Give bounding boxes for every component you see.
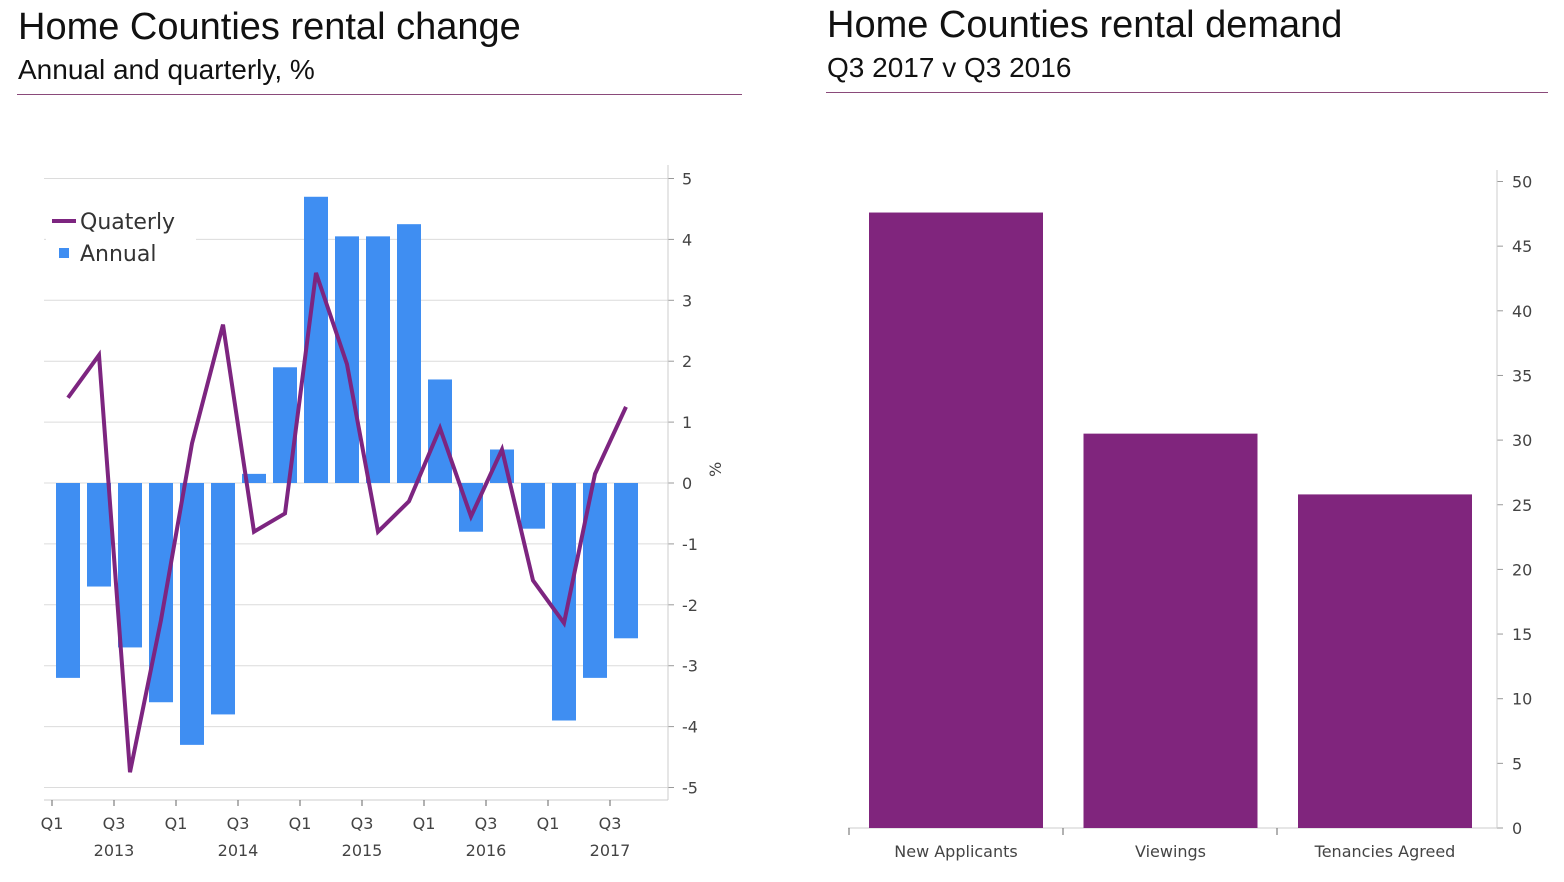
x-tick-label: Q3	[475, 814, 498, 833]
annual-bar	[397, 224, 421, 484]
y-tick-label: 0	[1512, 819, 1522, 838]
left-chart-title: Home Counties rental change	[18, 6, 521, 48]
right-divider	[826, 92, 1548, 93]
x-category-label: Viewings	[1135, 842, 1206, 861]
y-tick-label: 10	[1512, 690, 1532, 709]
x-year-label: 2015	[342, 841, 383, 860]
legend-box	[46, 203, 196, 267]
y-tick-label: 15	[1512, 625, 1532, 644]
annual-bar	[242, 473, 266, 483]
x-tick-label: Q1	[413, 814, 436, 833]
annual-bar	[552, 483, 576, 721]
x-tick-label: Q3	[599, 814, 622, 833]
x-year-label: 2016	[466, 841, 507, 860]
y-tick-label: 4	[682, 230, 692, 249]
annual-bar	[211, 483, 235, 715]
legend-quarterly-label: Quaterly	[80, 210, 175, 235]
right-chart-title: Home Counties rental demand	[827, 4, 1343, 46]
y-tick-label: 50	[1512, 173, 1532, 192]
y-tick-label: 20	[1512, 560, 1532, 579]
y-tick-label: -1	[682, 535, 698, 554]
x-year-label: 2017	[590, 841, 631, 860]
annual-bar	[614, 483, 638, 639]
y-tick-label: 30	[1512, 431, 1532, 450]
y-tick-label: 40	[1512, 302, 1532, 321]
x-category-label: Tenancies Agreed	[1314, 842, 1456, 861]
annual-bar	[118, 483, 142, 648]
y-tick-label: 35	[1512, 366, 1532, 385]
annual-bar	[56, 483, 80, 678]
y-tick-label: -3	[682, 657, 698, 676]
y-tick-label: 0	[682, 474, 692, 493]
quarterly-line	[66, 272, 628, 773]
y-tick-label: -5	[682, 779, 698, 798]
y-axis-label: %	[706, 462, 725, 477]
y-tick-label: 2	[682, 352, 692, 371]
left-divider	[17, 94, 742, 95]
x-tick-label: Q1	[537, 814, 560, 833]
demand-bar	[1083, 433, 1258, 828]
left-chart-subtitle: Annual and quarterly, %	[18, 54, 315, 85]
x-tick-label: Q3	[103, 814, 126, 833]
y-tick-label: 5	[1512, 754, 1522, 773]
y-tick-label: 3	[682, 291, 692, 310]
annual-bar	[521, 483, 545, 529]
x-tick-label: Q3	[227, 814, 250, 833]
annual-bar	[87, 483, 111, 587]
x-category-label: New Applicants	[894, 842, 1017, 861]
y-tick-label: -2	[682, 596, 698, 615]
right-chart-subtitle: Q3 2017 v Q3 2016	[827, 52, 1072, 83]
x-year-label: 2014	[218, 841, 259, 860]
demand-bar	[869, 212, 1043, 829]
x-tick-label: Q1	[41, 814, 64, 833]
x-year-label: 2013	[94, 841, 135, 860]
legend-annual-swatch	[59, 248, 69, 258]
annual-bar	[366, 236, 390, 483]
x-tick-label: Q3	[351, 814, 374, 833]
x-tick-label: Q1	[289, 814, 312, 833]
legend-annual-label: Annual	[80, 242, 156, 267]
annual-bar	[273, 367, 297, 483]
x-tick-label: Q1	[165, 814, 188, 833]
annual-bar	[180, 483, 204, 745]
y-tick-label: 25	[1512, 496, 1532, 515]
y-tick-label: 45	[1512, 237, 1532, 256]
demand-bar	[1298, 494, 1472, 828]
y-tick-label: 1	[682, 413, 692, 432]
y-tick-label: 5	[682, 170, 692, 189]
y-tick-label: -4	[682, 718, 698, 737]
